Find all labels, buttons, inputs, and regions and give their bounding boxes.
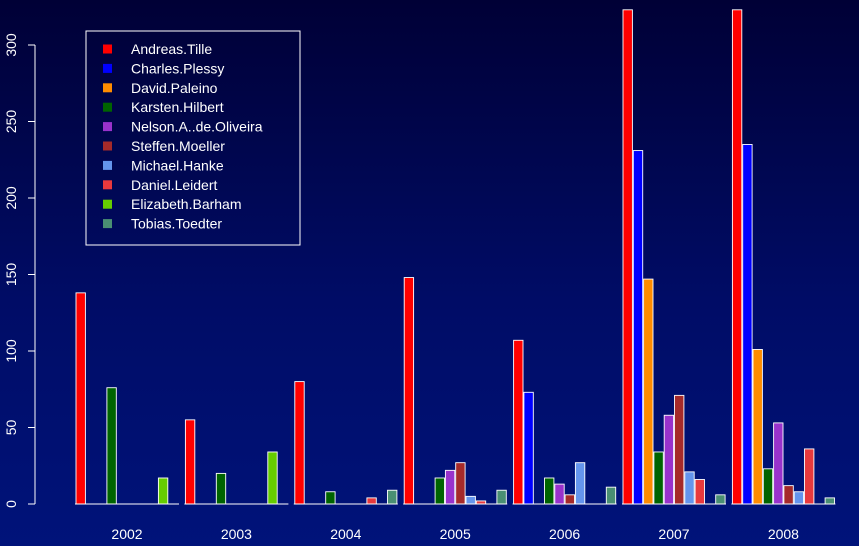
- bar: [574, 462, 586, 505]
- bar: [731, 9, 743, 505]
- y-tick-label: 300: [3, 33, 19, 57]
- bar: [674, 394, 685, 505]
- legend-swatch: [103, 63, 112, 73]
- bar: [605, 486, 617, 505]
- legend: Andreas.Tille Charles.Plessy David.Paleino…: [85, 30, 301, 246]
- bar: [106, 387, 117, 505]
- bar: [663, 414, 675, 505]
- x-tick-label: 2002: [111, 526, 142, 542]
- bar: [554, 483, 565, 505]
- legend-swatch: [103, 219, 112, 229]
- bar: [783, 485, 794, 505]
- x-axis-labels: 2002 2003 2004 2005 2006 2007 2008: [111, 526, 799, 542]
- bar: [465, 495, 476, 505]
- x-tick-label: 2005: [440, 526, 471, 542]
- bar: [773, 422, 784, 505]
- legend-swatch: [103, 160, 112, 170]
- bar: [444, 469, 456, 505]
- bar: [793, 491, 805, 505]
- y-tick-label: 200: [3, 186, 19, 210]
- y-tick-label: 100: [3, 339, 19, 363]
- bar: [804, 448, 815, 505]
- bar: [694, 479, 705, 505]
- bar: [643, 278, 654, 505]
- legend-label: David.Paleino: [131, 80, 218, 96]
- bar: [684, 471, 695, 505]
- legend-box: [85, 30, 301, 246]
- legend-label: Karsten.Hilbert: [131, 99, 224, 115]
- legend-label: Nelson.A..de.Oliveira: [131, 119, 263, 135]
- legend-label: Steffen.Moeller: [131, 138, 225, 154]
- bar: [403, 277, 415, 505]
- y-axis: 0 50 100 150 200 250 300: [3, 33, 36, 508]
- legend-label: Tobias.Toedter: [131, 216, 222, 232]
- y-tick-label: 250: [3, 110, 19, 134]
- bar: [75, 292, 86, 505]
- legend-label: Elizabeth.Barham: [131, 196, 242, 212]
- bar: [325, 491, 336, 505]
- y-tick-label: 150: [3, 263, 19, 287]
- legend-label: Michael.Hanke: [131, 157, 224, 173]
- bar: [455, 462, 466, 505]
- bar: [294, 381, 305, 505]
- legend-swatch: [103, 44, 112, 54]
- legend-swatch: [103, 83, 112, 93]
- bar: [622, 9, 633, 505]
- x-tick-label: 2004: [330, 526, 361, 542]
- bar: [434, 477, 445, 505]
- y-tick-label: 0: [3, 500, 19, 508]
- bar: [564, 494, 575, 505]
- bar: [742, 143, 753, 505]
- bar: [752, 349, 763, 505]
- bar: [366, 497, 377, 505]
- bar: [496, 489, 507, 505]
- legend-swatch: [103, 122, 112, 132]
- bar: [513, 339, 524, 505]
- legend-swatch: [103, 102, 112, 112]
- y-tick-label: 50: [3, 420, 19, 436]
- bars: [75, 9, 836, 505]
- bar: [632, 150, 644, 505]
- bar: [653, 451, 664, 505]
- legend-swatch: [103, 180, 112, 190]
- legend-label: Charles.Plessy: [131, 60, 224, 76]
- bar: [762, 468, 774, 505]
- x-tick-label: 2003: [221, 526, 252, 542]
- bar: [544, 477, 555, 505]
- bar: [267, 451, 278, 505]
- bar: [215, 472, 227, 505]
- bar: [523, 391, 534, 505]
- bar: [184, 419, 196, 505]
- x-tick-label: 2007: [658, 526, 689, 542]
- legend-label: Andreas.Tille: [131, 41, 212, 57]
- legend-swatch: [103, 199, 112, 209]
- bar: [387, 489, 398, 505]
- bar: [824, 497, 835, 505]
- legend-label: Daniel.Leidert: [131, 177, 217, 193]
- legend-swatch: [103, 141, 112, 151]
- bar: [157, 477, 169, 505]
- bar: [715, 494, 726, 505]
- x-tick-label: 2008: [768, 526, 799, 542]
- x-tick-label: 2006: [549, 526, 580, 542]
